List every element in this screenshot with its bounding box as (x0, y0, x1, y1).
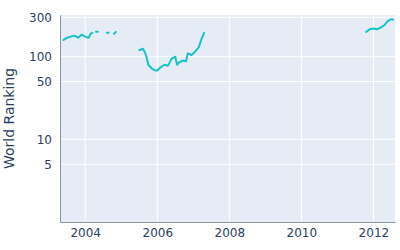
grid-line-x (373, 15, 374, 222)
y-tick-label: 100 (29, 50, 52, 64)
grid-line-y (60, 17, 395, 18)
x-tick: 2006 (142, 222, 173, 240)
x-axis-line (61, 222, 396, 223)
y-tick-label: 5 (44, 158, 52, 172)
x-axis: 2004 2006 2008 2010 2012 (61, 222, 396, 240)
y-axis: 5 10 50 100 300 (29, 11, 60, 223)
chart: 2004 2006 2008 2010 2012 5 10 50 100 300 World Ran… (0, 0, 400, 250)
series-group (64, 19, 394, 70)
grid-line-x (301, 15, 302, 222)
y-tick-label: 50 (37, 75, 52, 89)
x-tick-label: 2008 (215, 226, 246, 240)
x-tick: 2008 (215, 222, 246, 240)
y-axis-line (60, 16, 61, 223)
grid-line-x (229, 15, 230, 222)
grid-line-y (60, 139, 395, 140)
y-tick: 5 (44, 158, 60, 172)
x-tick: 2004 (70, 222, 101, 240)
y-tick-label: 10 (37, 133, 52, 147)
plot-background (60, 15, 395, 222)
x-tick: 2010 (287, 222, 318, 240)
grid-line-x (157, 15, 158, 222)
x-tick-label: 2006 (142, 226, 173, 240)
y-tick: 10 (37, 133, 60, 147)
grid-line-y (60, 56, 395, 57)
y-axis-title: World Ranking (1, 68, 17, 169)
grid-line-x (85, 15, 86, 222)
line (64, 19, 394, 70)
x-tick-label: 2012 (359, 226, 390, 240)
x-tick-label: 2010 (287, 226, 318, 240)
grid (60, 15, 395, 222)
x-tick: 2012 (359, 222, 390, 240)
x-tick-label: 2004 (70, 226, 101, 240)
grid-line-y (60, 164, 395, 165)
grid-line-y (60, 81, 395, 82)
y-tick-label: 300 (29, 11, 52, 25)
y-tick: 50 (37, 75, 60, 89)
y-tick: 300 (29, 11, 60, 25)
y-tick: 100 (29, 50, 60, 64)
